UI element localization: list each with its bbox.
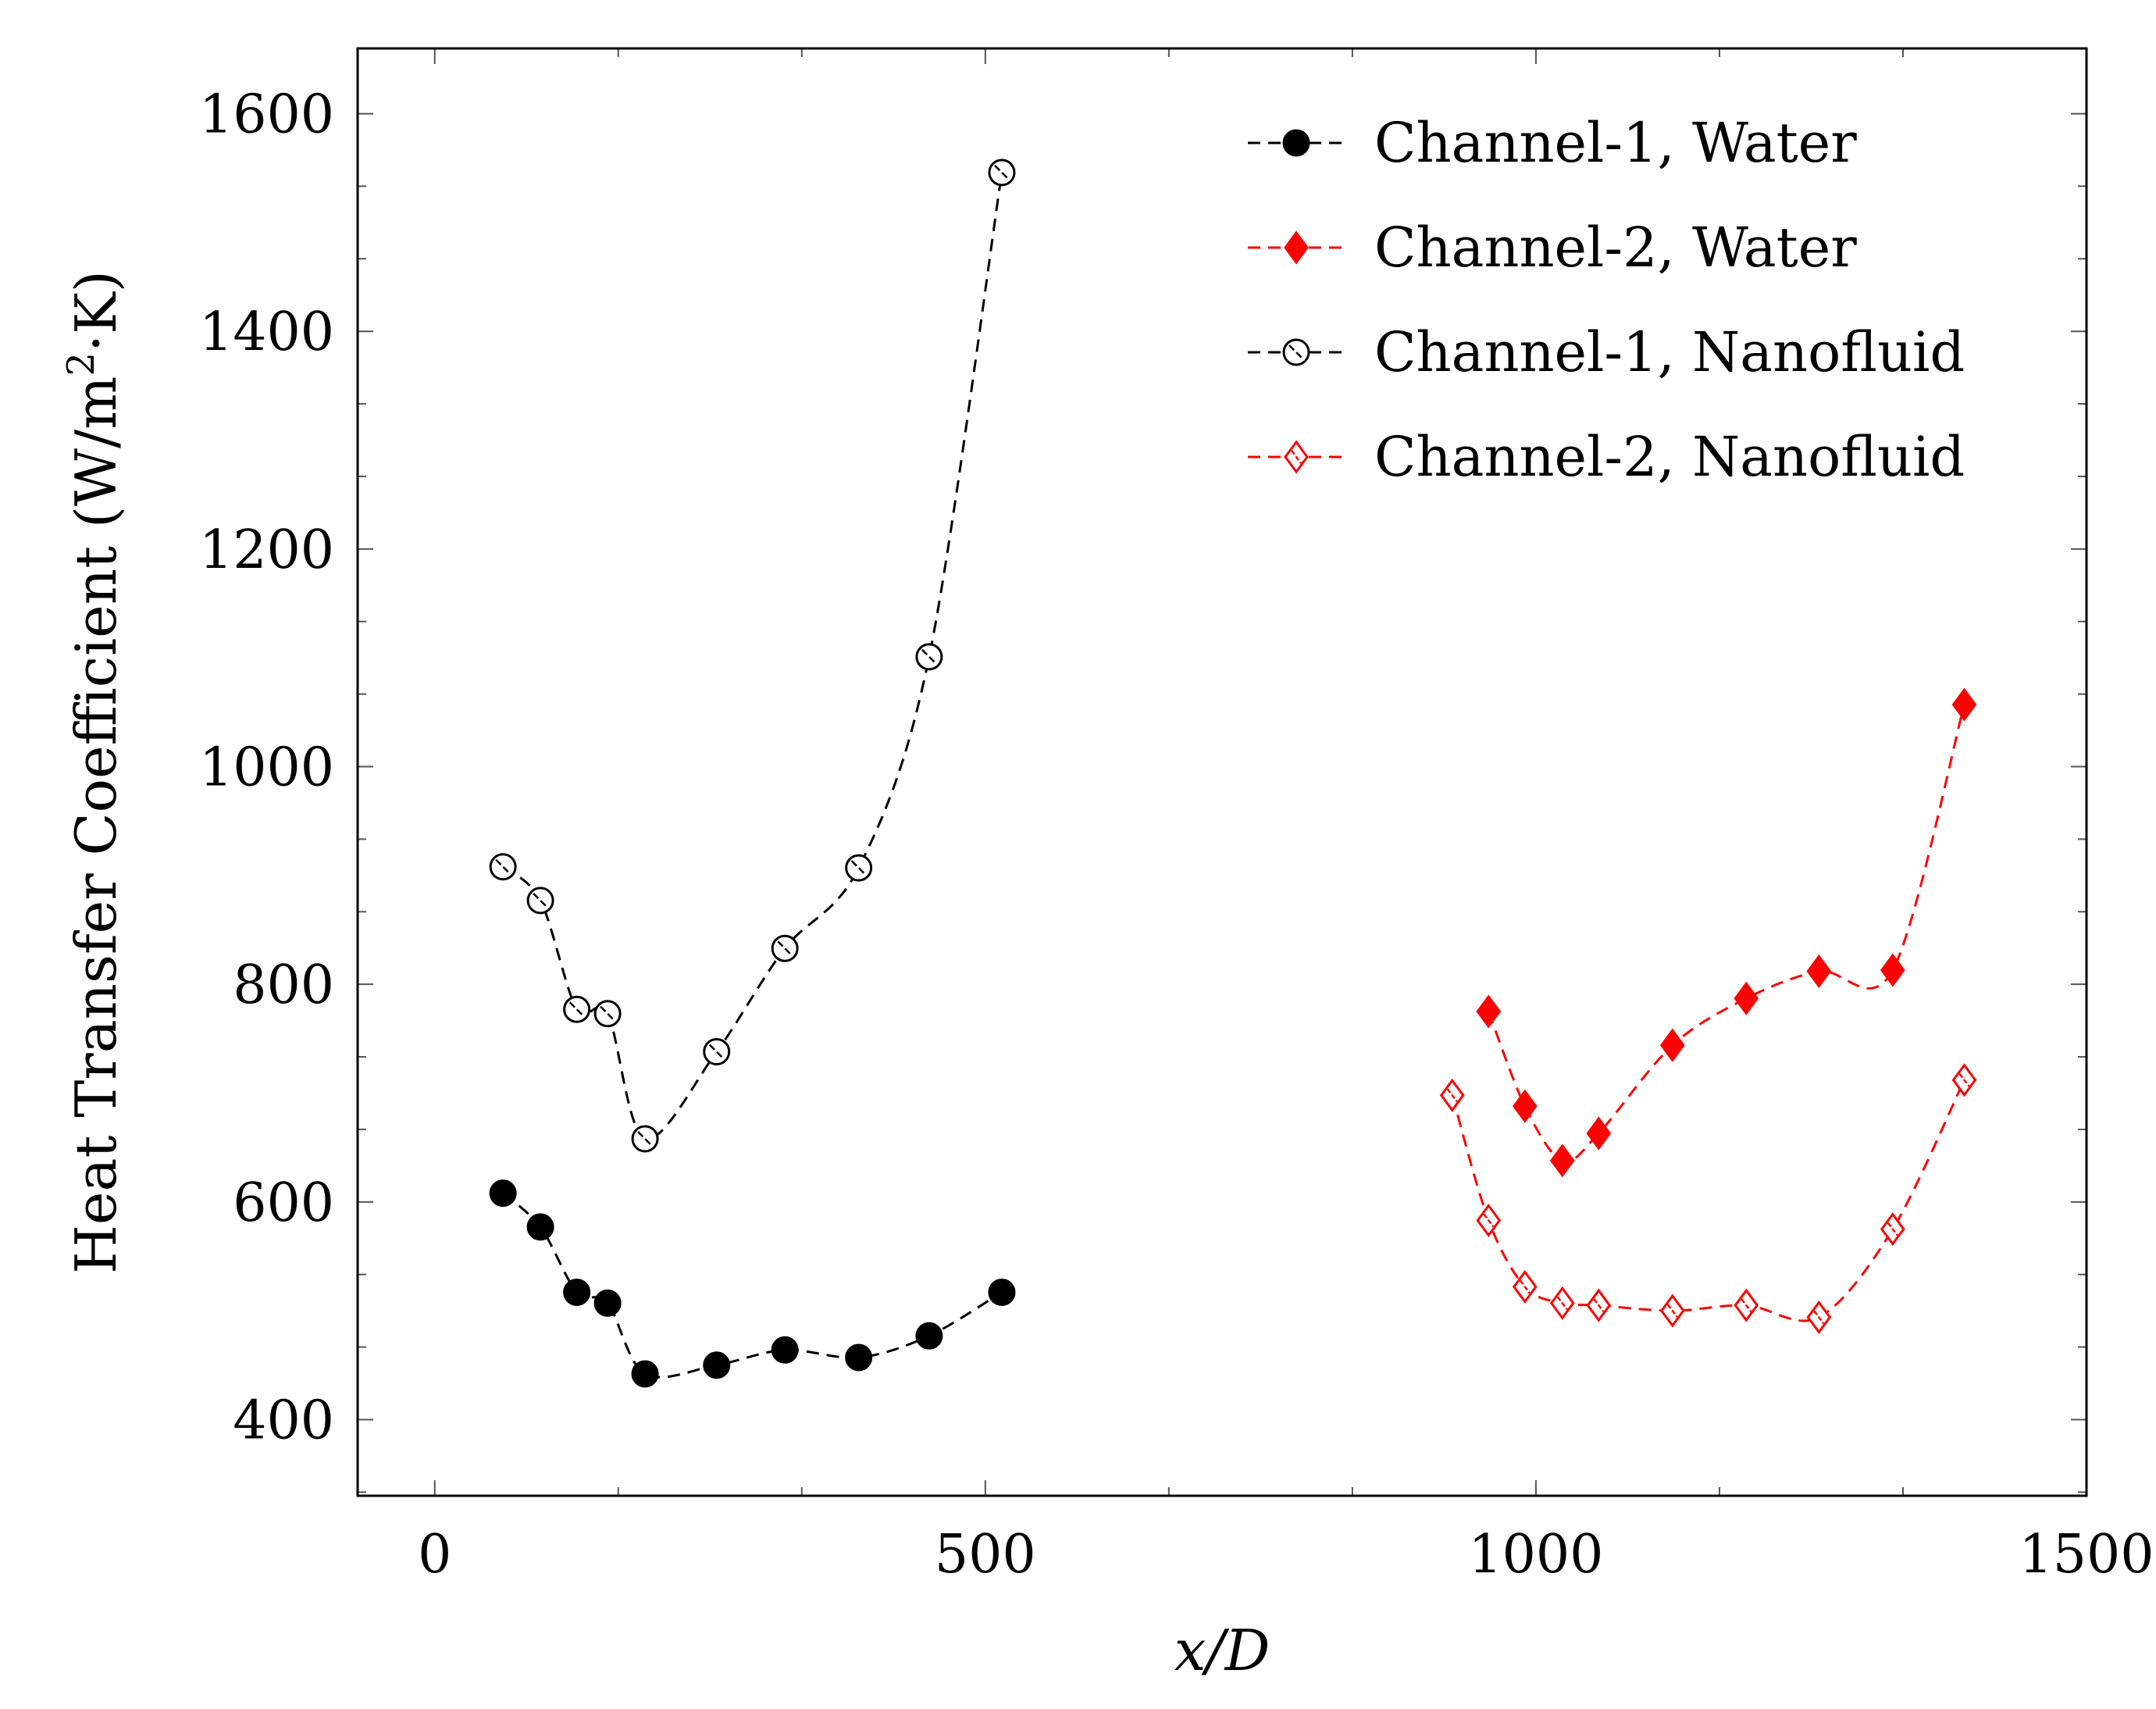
data-point [988,159,1016,187]
legend-marker-dash [1288,344,1304,360]
data-point [1806,954,1832,988]
data-point [593,1289,622,1317]
legend-marker [1282,338,1310,366]
y-tick-label: 1400 [199,301,334,363]
legend-label-channel-1-nanofluid: Channel-1, Nanofluid [1374,320,1965,384]
data-point [489,1179,517,1208]
series-2 [489,159,1016,1153]
legend-label-channel-1-water: Channel-1, Water [1374,111,1857,175]
data-point-dash [777,940,793,957]
series-layer [489,159,1977,1388]
data-point-dash [568,1001,585,1018]
axis-ticks [358,48,2087,1496]
y-axis-title-main: Heat Transfer Coefficient (W/m [63,376,129,1273]
legend-symbol-channel-1-water [1248,129,1345,157]
data-point-dash [495,858,511,875]
data-point-dash [1958,1073,1970,1087]
data-point [631,1125,659,1153]
data-point [1951,687,1977,722]
y-tick-label: 600 [233,1172,334,1234]
data-point [988,1278,1016,1306]
data-point [1734,981,1759,1015]
data-point [631,1360,659,1388]
data-point-dash [637,1131,653,1147]
data-point-dash [1593,1298,1605,1312]
data-point [1512,1089,1538,1123]
series-1 [1476,687,1977,1178]
data-point-dash [994,164,1010,180]
data-point [915,643,943,671]
y-tick-label: 800 [233,954,334,1016]
series-3 [1439,1063,1977,1335]
data-point-dash [1813,1310,1825,1325]
legend-marker [1282,129,1310,157]
x-tick-label: 500 [935,1524,1036,1586]
legend-symbol-channel-2-water [1248,230,1345,265]
legend-label-channel-2-water: Channel-2, Water [1374,216,1857,280]
data-point-dash [1446,1088,1458,1103]
data-point [1880,953,1905,987]
x-tick-label: 1500 [2019,1524,2154,1586]
data-point [593,1000,622,1028]
y-tick-label: 400 [233,1390,334,1451]
x-tick-label: 1000 [1468,1524,1603,1586]
data-point-dash [1666,1304,1678,1318]
data-point [771,1336,799,1364]
data-point-dash [1887,1222,1898,1236]
x-tick-label: 0 [418,1524,451,1586]
data-point [845,1343,873,1372]
data-point [563,1278,591,1306]
y-axis-title: Heat Transfer Coefficient (W/m2·K) [59,270,129,1274]
data-point [771,934,799,962]
data-point [1549,1143,1575,1178]
legend-entry-channel-2-water: Channel-2, Water [1248,216,1857,280]
data-point-dash [1483,1213,1495,1228]
tick-labels: 0 500 1000 1500 400 600 800 1000 1200 1400 1600 [199,84,2154,1586]
series-0 [489,1179,1016,1388]
data-point-dash [600,1005,615,1022]
legend-symbol-channel-1-nanofluid [1248,338,1345,366]
plot-frame [356,47,2088,1497]
data-point-dash [1519,1279,1531,1294]
data-point [1476,994,1502,1029]
data-point [915,1322,943,1350]
legend-marker-dash [1291,450,1302,464]
legend-entry-channel-2-nanofluid: Channel-2, Nanofluid [1248,425,1965,489]
y-tick-label: 1000 [199,737,334,799]
legend-entry-channel-1-nanofluid: Channel-1, Nanofluid [1248,320,1965,384]
data-point [526,1213,554,1241]
legend-marker [1284,230,1309,265]
data-point-dash [1556,1296,1568,1311]
y-tick-label: 1200 [199,519,334,581]
y-axis-title-superscript: 2 [59,352,103,376]
legend-entry-channel-1-water: Channel-1, Water [1248,111,1857,175]
legend-label-channel-2-nanofluid: Channel-2, Nanofluid [1374,425,1965,489]
x-axis-title: x/D [1174,1618,1270,1683]
legend-symbol-channel-2-nanofluid [1248,440,1345,474]
data-point [845,854,873,882]
data-point-dash [1741,1298,1752,1312]
series-line [1451,1079,1965,1322]
data-point [1586,1116,1612,1151]
data-point-dash [850,860,867,876]
data-point [489,853,517,881]
data-point [1659,1028,1685,1062]
data-point [563,995,591,1023]
data-point [703,1038,731,1066]
data-point [526,887,554,915]
data-point-dash [708,1044,725,1060]
legend: Channel-1, Water Channel-2, Water Channe… [1248,111,1965,489]
data-point [703,1351,731,1379]
data-point-dash [921,648,937,665]
data-point-dash [533,893,548,908]
y-axis-title-tail: ·K) [63,270,129,352]
y-tick-label: 1600 [199,84,334,146]
